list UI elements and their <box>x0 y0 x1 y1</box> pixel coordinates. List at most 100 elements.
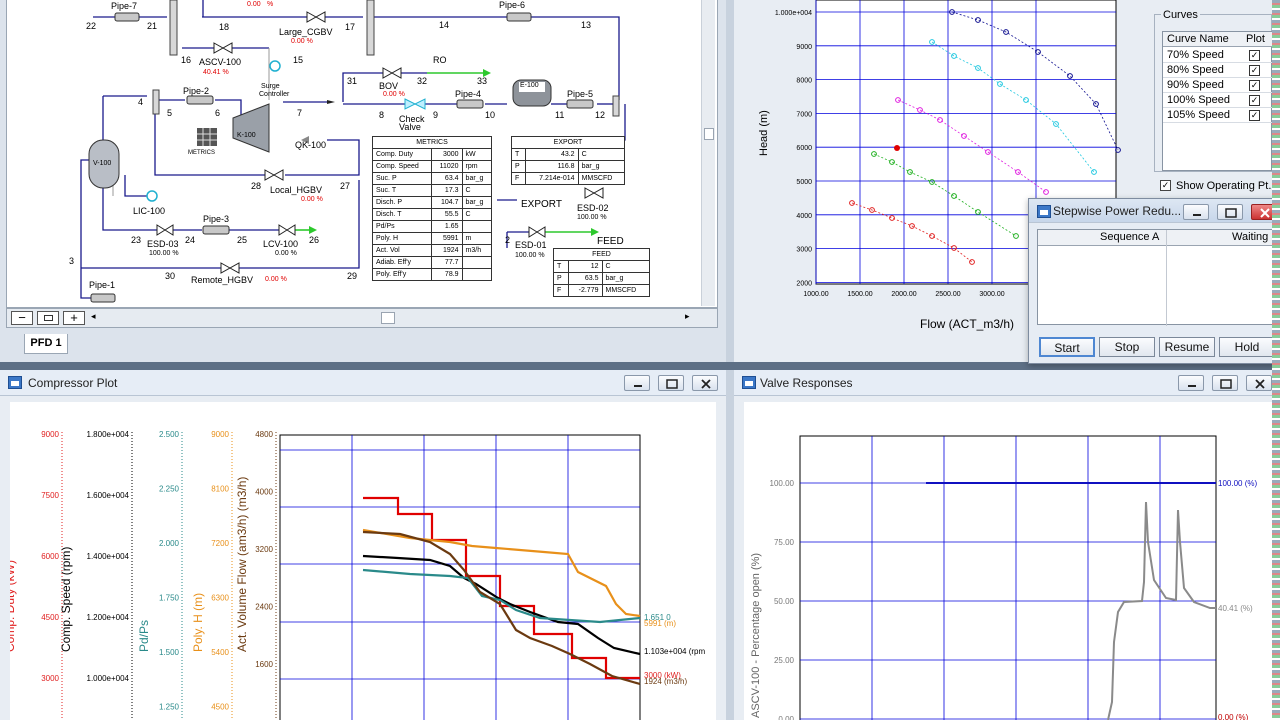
stepwise-window-icon <box>1037 205 1051 218</box>
pfd-canvas[interactable]: Pipe-7 22 21 18 0.00 % Large_CGBV 0.00 %… <box>6 0 718 308</box>
label-n5: 5 <box>167 108 173 118</box>
pfd-hscroll-thumb[interactable] <box>381 312 395 324</box>
label-e100: E-100 <box>520 82 539 89</box>
metrics-cell: C <box>461 208 493 221</box>
export-cell: P <box>510 160 527 173</box>
label-ro: RO <box>433 55 447 65</box>
curve-plot-checkbox[interactable]: ✓ <box>1249 80 1260 91</box>
vr-ytick: 25.00 <box>774 656 795 665</box>
stepwise-titlebar[interactable]: Stepwise Power Redu... <box>1029 199 1279 223</box>
curve-row[interactable]: 70% Speed ✓ <box>1163 48 1273 63</box>
vertical-divider[interactable] <box>726 0 734 720</box>
compressor-plot-titlebar[interactable]: Compressor Plot <box>0 370 726 396</box>
start-button[interactable]: Start <box>1039 337 1095 357</box>
horizontal-divider[interactable] <box>0 362 1280 370</box>
minimize-button[interactable] <box>1178 375 1204 391</box>
curve-plot-checkbox[interactable]: ✓ <box>1249 65 1260 76</box>
label-esd03-val: 100.00 % <box>149 250 179 257</box>
col-waiting: Waiting <box>1232 231 1269 243</box>
edge-artifact <box>1272 0 1280 720</box>
metrics-cell: Disch. T <box>372 208 432 221</box>
cp-axis-label: Poly. H (m) <box>191 593 205 652</box>
cp-axis-tick: 1.600e+004 <box>87 491 130 500</box>
close-button[interactable] <box>692 375 718 391</box>
stepwise-minimize-button[interactable] <box>1183 204 1209 220</box>
label-n11: 11 <box>555 110 565 120</box>
curve-point <box>997 81 1003 87</box>
close-button[interactable] <box>1246 375 1272 391</box>
curve-point <box>975 65 981 71</box>
curve-plot-checkbox[interactable]: ✓ <box>1249 95 1260 106</box>
curve-name: 90% Speed <box>1167 79 1224 91</box>
maximize-button[interactable] <box>658 375 684 391</box>
curve-point <box>1093 101 1099 107</box>
scroll-left-icon[interactable]: ◂ <box>91 311 96 321</box>
vr-end-label: 100.00 (%) <box>1218 479 1257 488</box>
vr-ytick: 100.00 <box>770 479 795 488</box>
curve-plot-checkbox[interactable]: ✓ <box>1249 50 1260 61</box>
resume-button[interactable]: Resume <box>1159 337 1215 357</box>
stepwise-maximize-button[interactable] <box>1217 204 1243 220</box>
label-n31: 31 <box>347 76 358 86</box>
metrics-table: METRICS Comp. Duty 3000 kW Comp. Speed 11020… <box>372 136 493 281</box>
curve-row[interactable]: 100% Speed ✓ <box>1163 93 1273 108</box>
curve-row[interactable]: 105% Speed ✓ <box>1163 108 1273 123</box>
curve-row[interactable]: 80% Speed ✓ <box>1163 63 1273 78</box>
scroll-right-icon[interactable]: ▸ <box>685 311 690 321</box>
zoom-fit-button[interactable] <box>37 311 59 325</box>
metrics-cell: 63.4 <box>430 172 463 185</box>
curve-point <box>917 107 923 113</box>
feed-cell: T <box>553 260 569 273</box>
compressor-plot-area: 9000 7500 6000 4500 3000 Comp. Duty (kW) 1.800… <box>10 402 716 720</box>
label-n25: 25 <box>237 235 248 245</box>
metrics-cell: Poly. H <box>372 232 432 245</box>
maximize-button[interactable] <box>1212 375 1238 391</box>
metrics-cell <box>461 220 493 233</box>
label-n4: 4 <box>138 97 144 107</box>
curve-row[interactable]: 90% Speed ✓ <box>1163 78 1273 93</box>
curve-line <box>873 153 1017 237</box>
curves-group: Curves Curve Name Plot 70% Speed ✓ 80% Spe… <box>1154 9 1273 172</box>
show-operating-point-checkbox[interactable]: ✓ <box>1160 180 1171 191</box>
metrics-row: Disch. T 55.5 C <box>372 208 493 221</box>
label-pipe2: Pipe-2 <box>183 86 210 96</box>
zoom-in-button[interactable]: + <box>63 311 85 325</box>
metrics-cell: 55.5 <box>430 208 463 221</box>
export-cell: MMSCFD <box>577 172 626 185</box>
zoom-out-button[interactable]: − <box>11 311 33 325</box>
cp-axis-tick: 1.400e+004 <box>87 552 130 561</box>
label-esd03: ESD-03 <box>147 239 179 249</box>
metrics-cell: Disch. P <box>372 196 432 209</box>
label-surge: Surge <box>261 83 280 90</box>
stop-button[interactable]: Stop <box>1099 337 1155 357</box>
curve-point <box>869 207 875 213</box>
compressor-curves-pane: 1.000e+004 9000 8000 7000 6000 5000 4000 3000 20… <box>734 0 1280 362</box>
valve-responses-titlebar[interactable]: Valve Responses <box>734 370 1280 396</box>
cp-end-label: 1924 (m3/h) <box>644 677 687 686</box>
hold-button[interactable]: Hold <box>1219 337 1275 357</box>
curves-ytick: 8000 <box>796 78 812 85</box>
metrics-row: Suc. P 63.4 bar_g <box>372 172 493 185</box>
pfd-vscrollbar[interactable] <box>701 0 715 306</box>
stepwise-close-button[interactable] <box>1251 204 1277 220</box>
metrics-cell <box>461 256 493 269</box>
minimize-button[interactable] <box>624 375 650 391</box>
curve-plot-checkbox[interactable]: ✓ <box>1249 110 1260 121</box>
label-n18: 18 <box>219 22 230 32</box>
cp-axis-tick: 1.500 <box>159 648 180 657</box>
metrics-cell: bar_g <box>461 172 493 185</box>
metrics-cell: 5991 <box>430 232 463 245</box>
cp-axis-tick: 3200 <box>255 545 273 554</box>
cp-axis-tick: 1.750 <box>159 594 180 603</box>
tab-pfd1[interactable]: PFD 1 <box>24 334 68 354</box>
sequence-grid[interactable]: Sequence A Waiting <box>1037 229 1280 326</box>
export-row: T 43.2 C <box>510 148 626 161</box>
label-check: Check <box>399 114 425 124</box>
label-n24: 24 <box>185 235 196 245</box>
pfd-vscroll-thumb[interactable] <box>704 128 714 140</box>
curve-name: 80% Speed <box>1167 64 1224 76</box>
metrics-cell: Poly. Eff'y <box>372 268 432 281</box>
curves-col-name: Curve Name <box>1167 33 1229 45</box>
label-large-cgbv: Large_CGBV <box>279 27 333 37</box>
curves-table: Curve Name Plot 70% Speed ✓ 80% Speed ✓ 90% … <box>1162 31 1273 171</box>
